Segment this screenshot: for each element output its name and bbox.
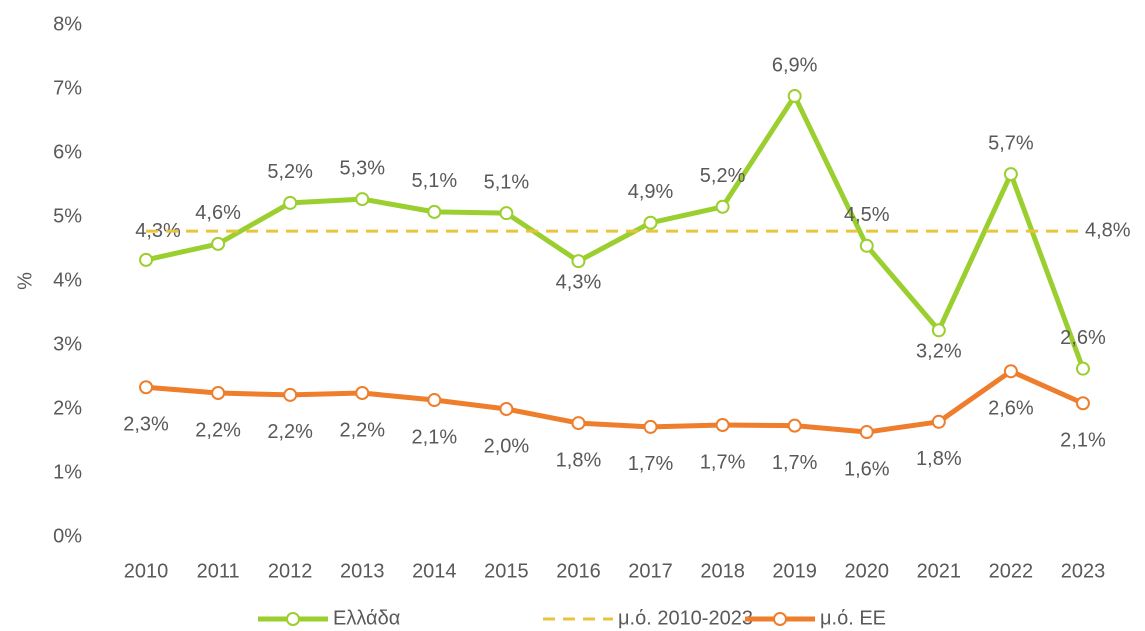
y-tick-label: 7%: [53, 77, 82, 99]
data-label: 2,2%: [267, 421, 313, 443]
data-label: 4,8%: [1085, 219, 1131, 241]
point: [715, 418, 730, 432]
y-tick-label: 2%: [53, 397, 82, 419]
data-label: 2,1%: [1060, 430, 1106, 452]
point: [139, 252, 154, 267]
y-tick-label: 3%: [53, 333, 82, 355]
point: [355, 192, 370, 207]
point: [931, 414, 946, 429]
x-tick-label: 2012: [268, 560, 313, 582]
point: [787, 89, 802, 104]
y-tick-label: 0%: [53, 525, 82, 547]
y-tick-label: 8%: [53, 13, 82, 35]
data-label: 4,5%: [844, 204, 890, 226]
legend-marker: [286, 612, 300, 626]
point: [643, 215, 658, 230]
series-line: [145, 93, 1086, 370]
point: [211, 386, 226, 400]
data-label: 4,3%: [556, 271, 602, 293]
x-tick-label: 2011: [197, 560, 240, 582]
y-tick-label: 1%: [53, 461, 82, 483]
data-label: 5,1%: [484, 171, 530, 193]
data-label: 1,7%: [628, 453, 674, 475]
point: [931, 323, 946, 338]
point: [571, 254, 586, 269]
x-tick-label: 2014: [412, 560, 457, 582]
point: [1075, 361, 1090, 376]
point: [859, 238, 874, 253]
point: [427, 393, 442, 408]
point: [211, 236, 226, 251]
y-tick-label: 4%: [53, 269, 82, 291]
point: [1075, 396, 1090, 411]
data-label: 5,2%: [267, 161, 313, 183]
data-label: 5,7%: [988, 132, 1034, 154]
point: [859, 425, 874, 440]
point: [139, 380, 154, 395]
x-tick-label: 2015: [484, 560, 529, 582]
point: [283, 387, 298, 402]
x-tick-label: 2013: [340, 560, 385, 582]
data-label: 4,6%: [195, 202, 241, 224]
y-tick-label: 5%: [53, 205, 82, 227]
point: [499, 402, 514, 416]
data-label: 1,8%: [916, 448, 962, 470]
x-tick-label: 2018: [700, 560, 745, 582]
point: [427, 204, 442, 219]
data-label: 6,9%: [772, 54, 818, 76]
data-label: 2,2%: [339, 419, 385, 441]
x-tick-label: 2020: [845, 560, 890, 582]
data-label: 5,1%: [412, 170, 458, 192]
data-label: 1,7%: [700, 451, 746, 473]
x-tick-label: 2021: [917, 560, 962, 582]
point: [643, 419, 658, 434]
point: [499, 206, 514, 221]
data-label: 2,1%: [412, 426, 458, 448]
data-label: 4,9%: [628, 181, 674, 203]
point: [1003, 364, 1018, 379]
x-tick-label: 2010: [124, 560, 169, 582]
point: [283, 195, 298, 210]
x-tick-label: 2017: [628, 560, 673, 582]
data-label: 4,3%: [135, 220, 181, 242]
point: [787, 418, 802, 433]
x-tick-label: 2023: [1061, 560, 1106, 582]
x-tick-label: 2022: [989, 560, 1034, 582]
data-label: 1,6%: [844, 458, 890, 480]
legend-label: Ελλάδα: [333, 607, 400, 629]
legend-label: μ.ό. 2010-2023: [618, 607, 753, 629]
series-line: [145, 368, 1084, 435]
data-label: 1,8%: [556, 449, 602, 471]
point: [1003, 167, 1018, 182]
data-label: 3,2%: [916, 341, 962, 363]
data-label: 1,7%: [772, 452, 818, 474]
point: [715, 199, 730, 214]
x-tick-label: 2019: [772, 560, 817, 582]
y-tick-label: 6%: [53, 141, 82, 163]
data-label: 5,3%: [339, 157, 385, 179]
point: [571, 416, 586, 431]
data-label: 2,6%: [988, 398, 1034, 420]
point: [355, 386, 370, 400]
y-axis-label: %: [14, 272, 36, 290]
data-label: 2,3%: [123, 414, 169, 436]
legend-marker: [773, 612, 787, 626]
x-tick-label: 2016: [556, 560, 601, 582]
data-label: 2,0%: [484, 435, 530, 457]
legend-label: μ.ό. ΕΕ: [820, 607, 886, 629]
data-label: 5,2%: [700, 165, 746, 187]
data-label: 2,2%: [195, 419, 241, 441]
data-label: 2,6%: [1060, 327, 1106, 349]
